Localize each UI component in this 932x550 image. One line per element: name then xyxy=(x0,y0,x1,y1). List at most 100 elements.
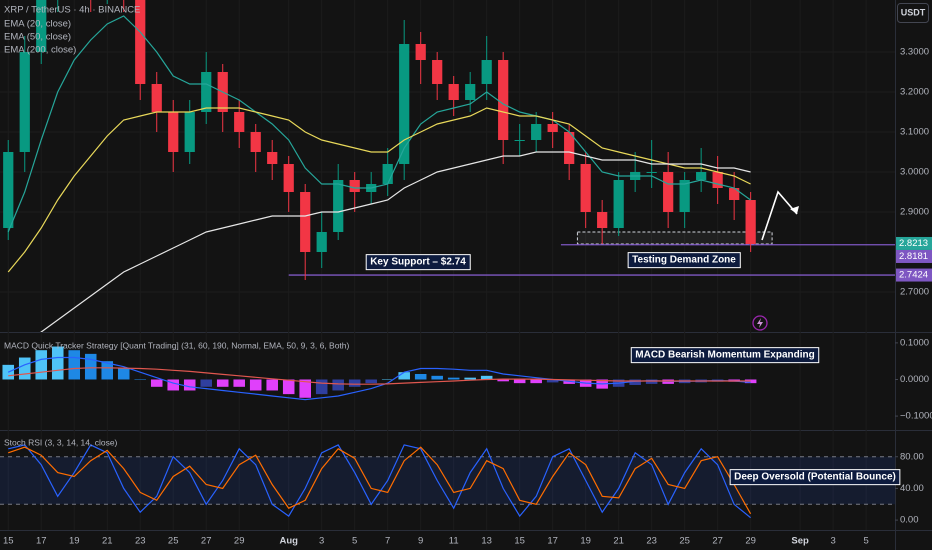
histogram-bar xyxy=(68,350,81,380)
candle-body xyxy=(745,200,756,244)
annotation: Key Support – $2.74 xyxy=(370,257,466,268)
histogram-bar xyxy=(299,379,311,398)
candle-body xyxy=(3,152,14,228)
candle-body xyxy=(448,84,459,100)
x-tick-label: 29 xyxy=(234,536,245,547)
histogram-bar xyxy=(84,353,97,380)
candle-body xyxy=(531,124,542,140)
x-tick-label: 17 xyxy=(547,536,558,547)
annotation-box xyxy=(729,469,901,486)
candle-body xyxy=(712,172,723,188)
y-tick-label: 0.1000 xyxy=(900,337,929,348)
indicator-line xyxy=(7,107,751,273)
histogram-bar xyxy=(513,379,526,384)
annotation-box xyxy=(630,347,820,364)
histogram-bar xyxy=(629,379,641,385)
candle-body xyxy=(19,52,30,152)
histogram-bar xyxy=(744,379,757,384)
y-tick-label: 2.7000 xyxy=(900,287,929,298)
y-tick-label: 2.9000 xyxy=(900,207,929,218)
alert-icon[interactable] xyxy=(752,315,768,331)
x-tick-label: 23 xyxy=(135,536,146,547)
y-tick-label: 3.1000 xyxy=(900,127,929,138)
histogram-bar xyxy=(315,379,328,395)
indicator-line xyxy=(7,15,751,233)
y-tick-label: 3.3000 xyxy=(900,47,929,58)
candle-body xyxy=(696,172,707,180)
histogram-bar xyxy=(530,379,542,384)
histogram-bar xyxy=(645,379,658,384)
histogram-bar xyxy=(150,379,163,387)
x-tick-label: 9 xyxy=(418,536,423,547)
x-tick-label: 21 xyxy=(102,536,113,547)
candle-body xyxy=(36,0,47,52)
indicator-line xyxy=(40,151,751,332)
y-tick-label: 0.00 xyxy=(900,515,919,526)
candle-body xyxy=(679,180,690,212)
candle-body xyxy=(333,180,344,232)
histogram-bar xyxy=(167,379,179,391)
indicator-line xyxy=(8,367,751,385)
candle-body xyxy=(432,60,443,84)
x-tick-label: 5 xyxy=(863,536,868,547)
demand-zone xyxy=(576,231,773,245)
histogram-bar xyxy=(18,357,31,380)
histogram-bar xyxy=(546,379,559,383)
histogram-bar xyxy=(51,346,64,380)
histogram-bar xyxy=(431,375,443,380)
price-label: 2.7424 xyxy=(899,270,928,281)
x-tick-label: 19 xyxy=(69,536,80,547)
histogram-bar xyxy=(266,379,278,391)
price-label-bg xyxy=(896,249,932,263)
x-tick-label: 25 xyxy=(679,536,690,547)
candle-body xyxy=(498,60,509,140)
histogram-bar xyxy=(497,379,509,382)
candle-body xyxy=(267,152,278,164)
histogram-bar xyxy=(183,379,196,391)
chart-title: XRP / TetherUS · 4h · BINANCE xyxy=(4,5,140,16)
histogram-bar xyxy=(35,350,48,380)
currency-label: USDT xyxy=(901,7,926,17)
candle-body xyxy=(316,232,327,252)
candle-body xyxy=(481,60,492,84)
candle-body xyxy=(547,124,558,132)
x-tick-label: 3 xyxy=(319,536,324,547)
histogram-bar xyxy=(332,379,344,391)
candle-body xyxy=(597,212,608,228)
overlay: 15 17 19 21 23 25 27 29 Aug 3 5 7 9 11 13 15 17 19 21 23 25 2… xyxy=(3,5,932,547)
x-tick-label: 3 xyxy=(830,536,835,547)
y-tick-label: 80.00 xyxy=(900,451,924,462)
annotation-box xyxy=(365,254,471,271)
x-tick-label: 17 xyxy=(36,536,47,547)
histogram-bar xyxy=(282,379,295,395)
x-tick-label: 15 xyxy=(3,536,14,547)
x-tick-label: 27 xyxy=(712,536,723,547)
price-label-bg xyxy=(896,236,932,250)
histogram-bar xyxy=(480,375,493,380)
histogram-bar xyxy=(348,379,361,387)
histogram-bar xyxy=(381,379,394,380)
pane xyxy=(3,0,895,332)
candle-body xyxy=(729,188,740,200)
candle-body xyxy=(250,132,261,152)
annotation: Testing Demand Zone xyxy=(632,255,736,266)
legend-entry: EMA (20, close) xyxy=(4,19,71,30)
candle-body xyxy=(514,140,525,141)
y-tick-label: 0.0000 xyxy=(900,374,929,385)
annotation: MACD Bearish Momentum Expanding xyxy=(635,350,814,361)
indicator-line xyxy=(8,446,752,515)
y-tick-label: 3.2000 xyxy=(900,87,929,98)
projection-arrow xyxy=(761,190,798,241)
histogram-bar xyxy=(101,361,114,380)
x-tick-label: 15 xyxy=(514,536,525,547)
currency-button[interactable] xyxy=(897,3,929,23)
histogram-bar xyxy=(117,368,130,380)
x-tick-label: 29 xyxy=(745,536,756,547)
y-tick-label: 3.0000 xyxy=(900,167,929,178)
candle-body xyxy=(646,172,657,173)
y-tick-label: −0.1000 xyxy=(900,411,932,422)
histogram-bar xyxy=(464,377,476,380)
candle-body xyxy=(283,164,294,192)
legend-entry: EMA (200, close) xyxy=(4,45,76,56)
x-tick-label: 23 xyxy=(646,536,657,547)
